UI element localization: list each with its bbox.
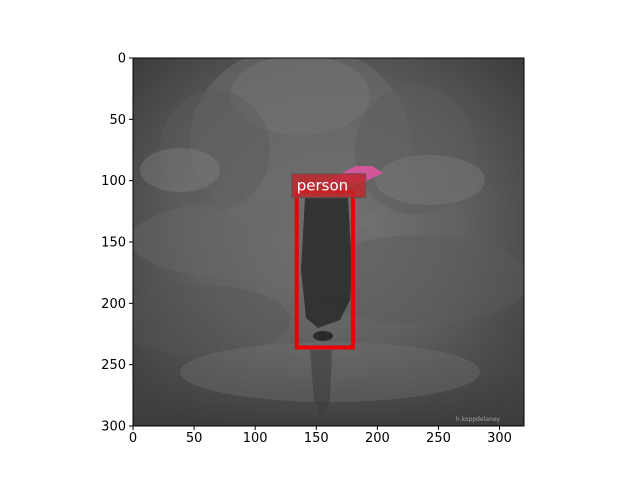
detections: person — [291, 173, 367, 350]
x-tick-label: 250 — [426, 431, 451, 446]
x-tick-label: 200 — [365, 431, 390, 446]
y-tick-label: 0 — [118, 52, 126, 67]
y-tick-label: 300 — [101, 420, 126, 435]
y-tick-label: 100 — [101, 174, 126, 189]
y-tick-label: 250 — [101, 358, 126, 373]
y-axis: 0 50 100 150 200 250 300 — [101, 52, 133, 435]
x-tick-label: 100 — [243, 431, 268, 446]
plot-image: h.koppdelaney — [133, 58, 524, 426]
y-tick-label: 150 — [101, 236, 126, 251]
x-axis: 0 50 100 150 200 250 300 — [129, 426, 512, 446]
detection-label-bg — [291, 173, 367, 199]
watermark: h.koppdelaney — [456, 416, 501, 423]
x-tick-label: 150 — [304, 431, 329, 446]
detection-label: person — [297, 177, 348, 195]
x-tick-label: 0 — [129, 431, 137, 446]
x-tick-label: 50 — [186, 431, 203, 446]
x-tick-label: 300 — [487, 431, 512, 446]
y-tick-label: 50 — [109, 113, 126, 128]
y-tick-label: 200 — [101, 297, 126, 312]
